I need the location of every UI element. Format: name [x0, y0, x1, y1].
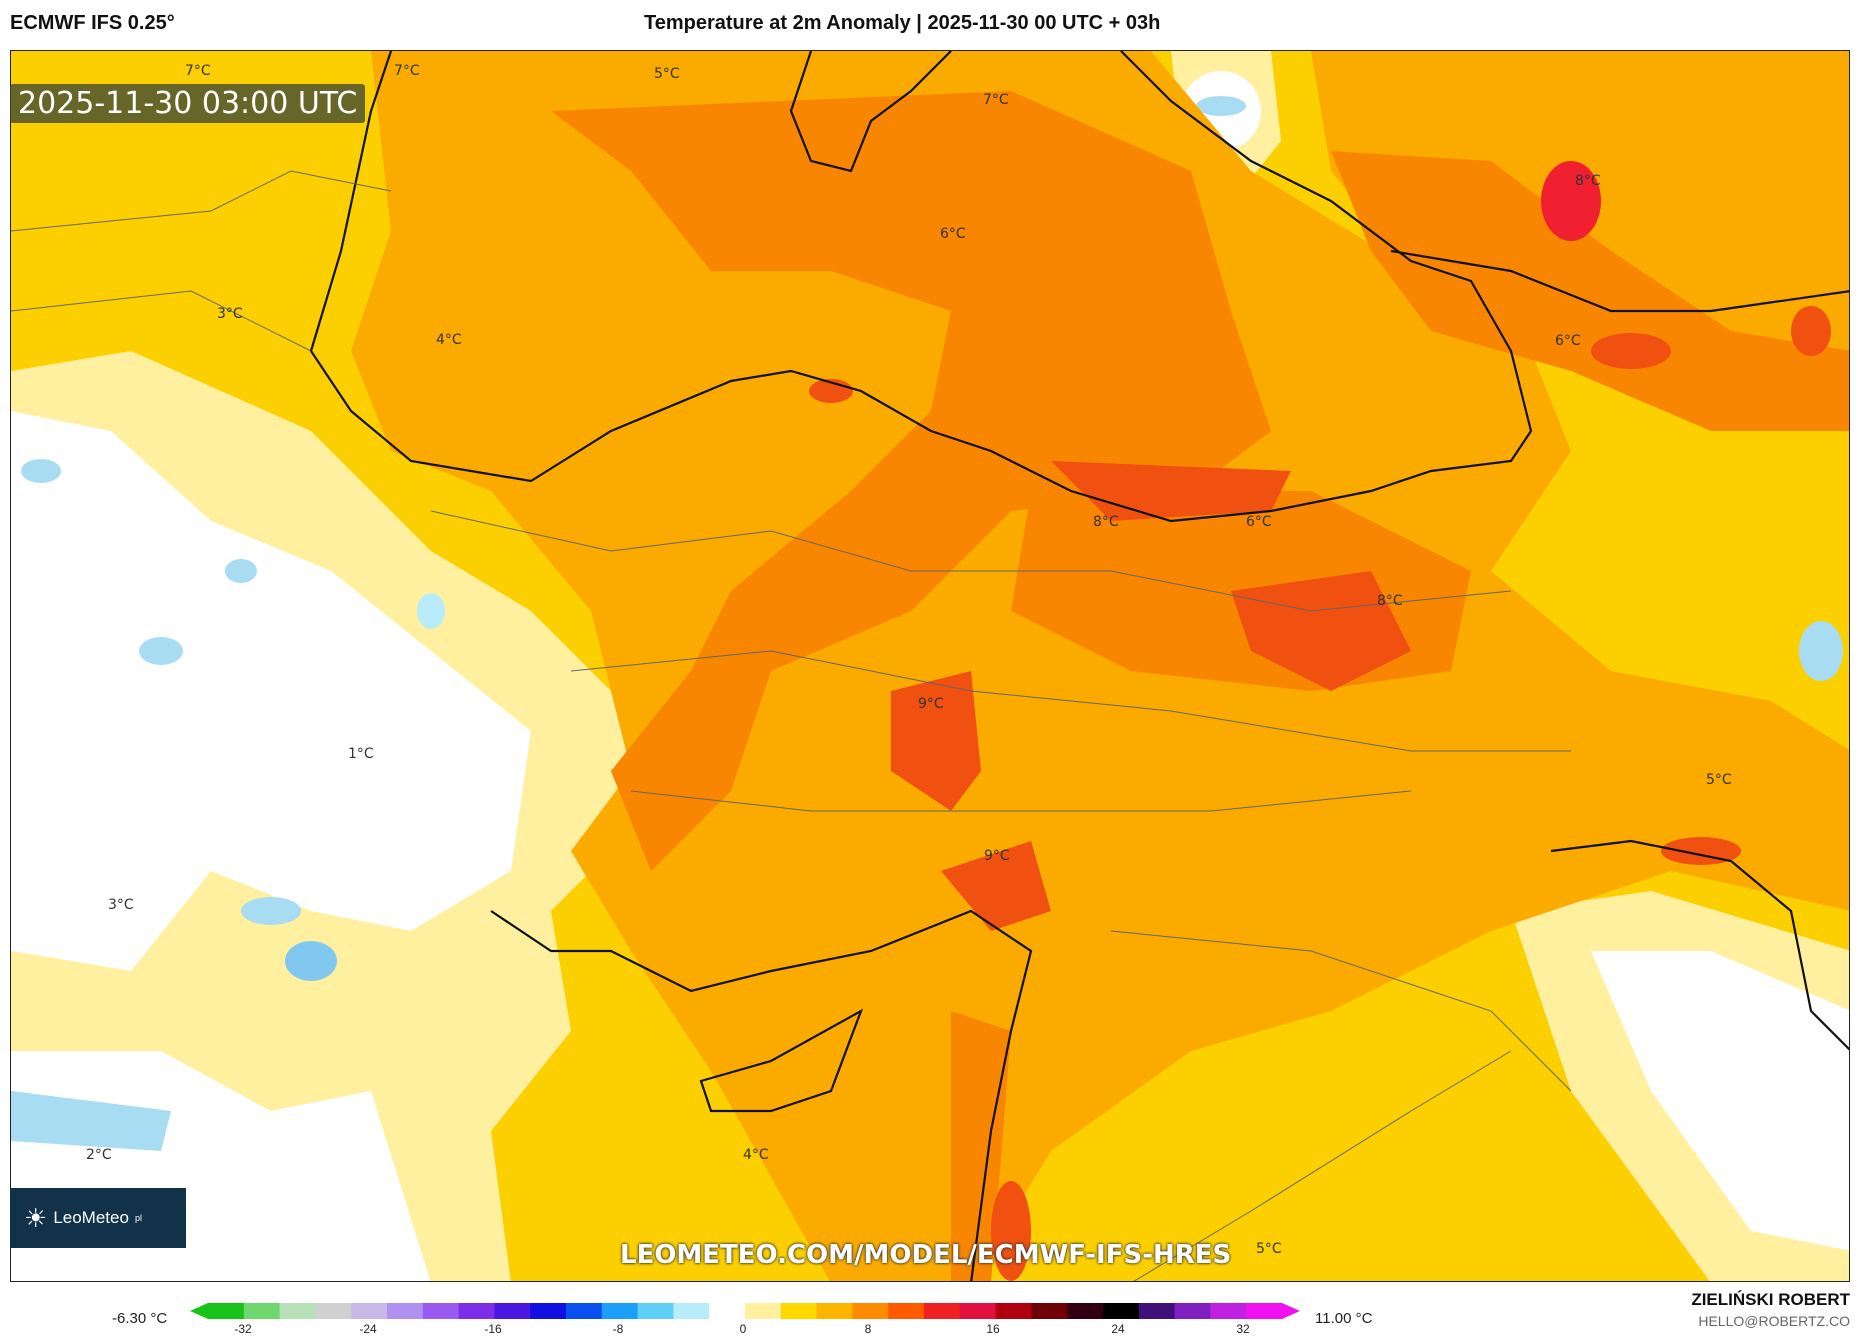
colorbar-tick: 16 — [986, 1322, 1000, 1336]
colorbar-high-extend — [1282, 1303, 1300, 1319]
temp-label: 4°C — [743, 1147, 769, 1163]
colorbar-swatch — [422, 1303, 460, 1319]
colorbar-swatch — [709, 1303, 746, 1319]
colorbar-swatch — [243, 1303, 281, 1319]
colorbar-swatch — [745, 1303, 782, 1319]
colorbar-swatch — [780, 1303, 818, 1319]
chart-title: Temperature at 2m Anomaly | 2025-11-30 0… — [644, 12, 1161, 34]
temp-label: 5°C — [1706, 772, 1732, 788]
colorbar-swatch — [1138, 1303, 1176, 1319]
logo-suffix: pl — [134, 1213, 142, 1223]
temp-label: 3°C — [217, 306, 243, 322]
colorbar-swatch — [387, 1303, 424, 1319]
colorbar-tick: -32 — [234, 1322, 252, 1336]
colorbar-tick: -24 — [359, 1322, 377, 1336]
colorbar-swatch — [637, 1303, 674, 1319]
colorbar-swatch — [959, 1303, 997, 1319]
colorbar-low-extend — [190, 1303, 208, 1319]
temp-label: 7°C — [185, 63, 211, 79]
colorbar-swatch — [1103, 1303, 1140, 1319]
colorbar-swatch — [1246, 1303, 1283, 1319]
colorbar-swatch — [673, 1303, 710, 1319]
author-name: ZIELIŃSKI ROBERT — [1691, 1290, 1850, 1309]
temp-label: 5°C — [1256, 1241, 1282, 1257]
colorbar-tick: 8 — [864, 1322, 872, 1336]
colorbar-swatch — [1174, 1303, 1211, 1319]
temp-label: 8°C — [1575, 173, 1601, 189]
temp-label: 6°C — [940, 226, 966, 242]
valid-time-stamp: 2025-11-30 03:00 UTC — [10, 84, 366, 123]
colorbar-swatch — [995, 1303, 1032, 1319]
temp-label: 7°C — [394, 63, 420, 79]
colorbar — [190, 1303, 1300, 1319]
temperature-labels: 7°C 7°C 5°C 7°C 8°C 6°C 3°C 4°C 6°C 8°C … — [86, 63, 1732, 1257]
temp-label: 9°C — [918, 696, 944, 712]
temp-label: 8°C — [1093, 514, 1119, 530]
temp-label: 7°C — [983, 92, 1009, 108]
colorbar-tick: 24 — [1111, 1322, 1125, 1336]
colorbar-swatch — [888, 1303, 925, 1319]
colorbar-swatch — [924, 1303, 961, 1319]
temp-label: 4°C — [436, 332, 462, 348]
colorbar-min-label: -6.30 °C — [112, 1310, 168, 1327]
temp-label: 6°C — [1246, 514, 1272, 530]
watermark-url: LEOMETEO.COM/MODEL/ECMWF-IFS-HRES — [620, 1240, 1232, 1270]
colorbar-tick: -16 — [484, 1322, 502, 1336]
colorbar-tick: 32 — [1236, 1322, 1250, 1336]
temp-label: 5°C — [654, 66, 680, 82]
temp-label: 8°C — [1377, 593, 1403, 609]
colorbar-swatch — [530, 1303, 567, 1319]
colorbar-tick: -8 — [612, 1322, 624, 1336]
colorbar-swatch — [852, 1303, 889, 1319]
temp-label: 9°C — [984, 848, 1010, 864]
temp-label: 6°C — [1555, 333, 1581, 349]
colorbar-swatch — [566, 1303, 603, 1319]
colorbar-swatch — [1210, 1303, 1247, 1319]
colorbar-swatch — [816, 1303, 853, 1319]
colorbar-swatch — [315, 1303, 352, 1319]
model-name: ECMWF IFS 0.25° — [10, 12, 175, 34]
colorbar-swatch — [279, 1303, 316, 1319]
colorbar-swatch — [601, 1303, 639, 1319]
colorbar-swatch — [494, 1303, 531, 1319]
colorbar-swatch — [1067, 1303, 1104, 1319]
logo-text: LeoMeteo — [53, 1208, 129, 1227]
colorbar-tick: 0 — [739, 1322, 747, 1336]
colorbar-max-label: 11.00 °C — [1315, 1310, 1373, 1327]
temp-label: 1°C — [348, 746, 374, 762]
colorbar-swatch — [1031, 1303, 1068, 1319]
author-email[interactable]: HELLO@ROBERTZ.CO — [1698, 1313, 1850, 1329]
colorbar-swatch — [208, 1303, 245, 1319]
sun-icon: ☀ — [24, 1202, 48, 1233]
colorbar-swatch — [351, 1303, 388, 1319]
anomaly-map[interactable]: 7°C 7°C 5°C 7°C 8°C 6°C 3°C 4°C 6°C 8°C … — [10, 50, 1850, 1282]
colorbar-swatch — [458, 1303, 495, 1319]
temp-label: 2°C — [86, 1147, 112, 1163]
temp-label: 3°C — [108, 897, 134, 913]
leometeo-logo[interactable]: ☀ LeoMeteo pl — [10, 1188, 186, 1248]
